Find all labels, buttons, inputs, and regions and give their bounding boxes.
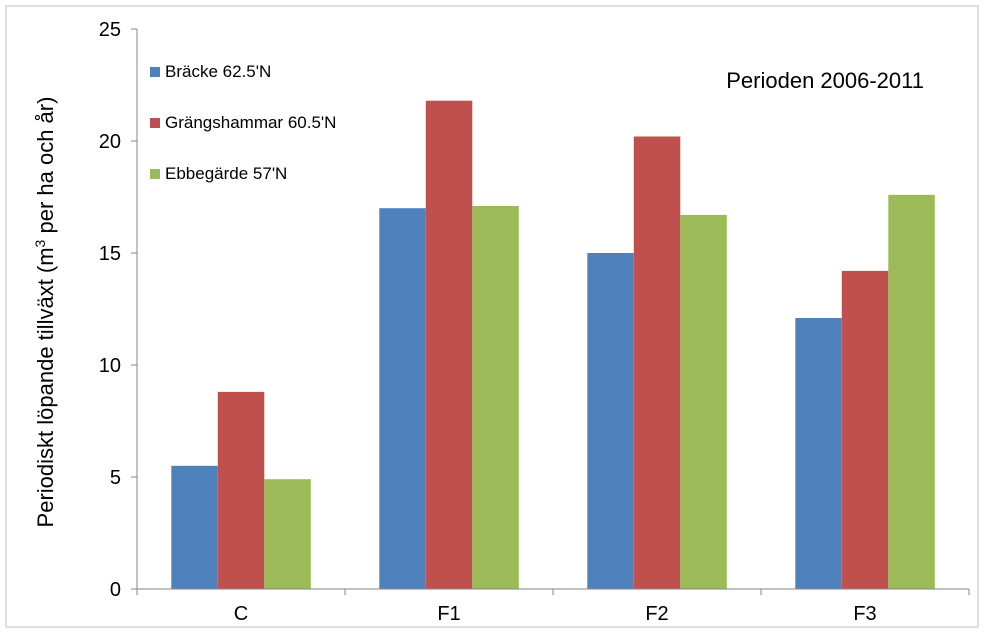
bar-f1-series-2 [425,100,473,589]
y-axis-label-main: Periodiskt löpande tillväxt (m [33,247,58,527]
x-tick-label-f2: F2 [645,603,668,625]
bar-f3-series-1 [795,318,842,589]
legend: Bräcke 62.5'N Grängshammar 60.5'N Ebbegärd… [150,62,336,183]
legend-label-3: Ebbegärde 57'N [165,164,287,183]
y-tick-label: 25 [99,19,121,41]
x-tick-label-f3: F3 [853,603,876,625]
bar-f3-series-2 [841,270,889,589]
bar-f1-series-3 [472,206,519,589]
bar-c-series-1 [171,465,218,589]
legend-label-1: Bräcke 62.5'N [165,62,271,81]
y-axis-label-rest: per ha och år) [33,97,58,240]
legend-swatch-1 [150,67,160,77]
bar-f2-series-2 [633,136,681,589]
bar-c-series-3 [264,479,311,589]
y-tick-label: 20 [99,131,121,153]
bar-f3-series-3 [888,194,935,590]
legend-swatch-3 [150,169,160,179]
y-axis-label-superscript: 3 [32,239,48,247]
bar-f2-series-1 [587,253,634,589]
axes: 0 5 10 15 20 25 C F1 F2 F3 [99,19,970,625]
x-tick-label-c: C [234,603,248,625]
y-tick-label: 10 [99,355,121,377]
bar-c-series-2 [217,391,265,589]
legend-swatch-2 [150,118,160,128]
plot-area [171,100,935,590]
x-tick-label-f1: F1 [437,603,460,625]
bar-f2-series-3 [680,214,727,589]
bar-f1-series-1 [379,208,426,589]
y-tick-label: 15 [99,243,121,265]
y-tick-label: 5 [110,467,121,489]
legend-label-2: Grängshammar 60.5'N [165,113,336,132]
chart-border [5,5,979,628]
y-axis-label: Periodiskt löpande tillväxt (m3 per ha o… [32,97,58,528]
chart-annotation: Perioden 2006-2011 [726,68,924,93]
y-tick-label: 0 [110,579,121,601]
